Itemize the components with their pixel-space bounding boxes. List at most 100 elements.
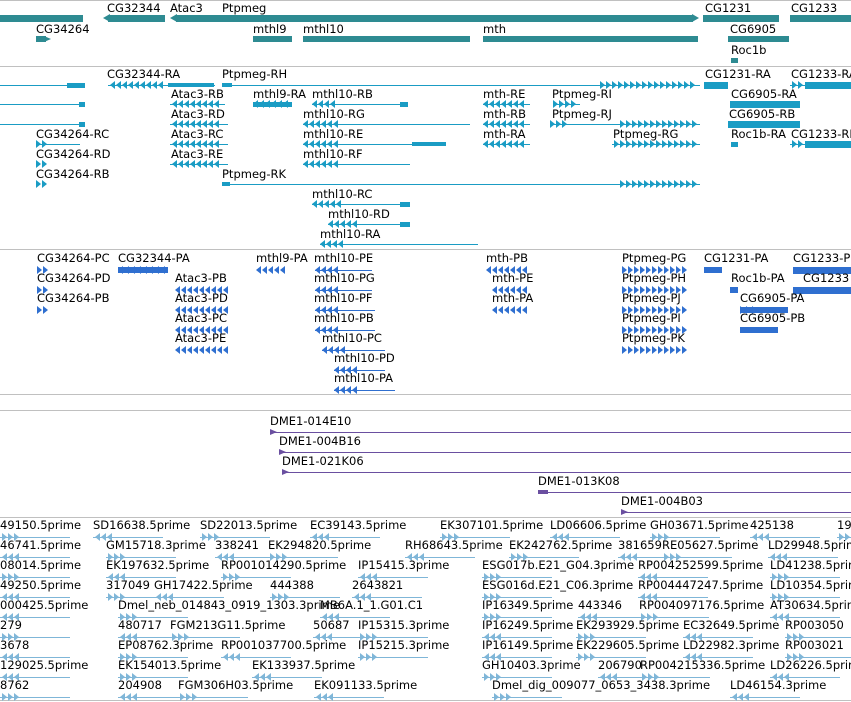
est-line[interactable] <box>578 617 648 618</box>
est-line[interactable] <box>482 617 552 618</box>
est-label[interactable]: EK293929.5prime <box>576 618 680 632</box>
feature-bar[interactable] <box>728 120 800 128</box>
feature-bar[interactable] <box>704 267 722 273</box>
est-line[interactable] <box>358 637 428 638</box>
feature-label[interactable]: Atac3-RD <box>171 107 225 121</box>
est-line[interactable] <box>118 677 188 678</box>
est-line[interactable] <box>440 537 510 538</box>
feature-label[interactable]: DME1-004B16 <box>279 434 361 448</box>
est-line[interactable] <box>785 637 851 638</box>
est-line[interactable] <box>221 657 291 658</box>
est-label[interactable]: IP16149.5prime <box>482 638 574 652</box>
est-label[interactable]: GH17422.5prime <box>154 578 253 592</box>
est-line[interactable] <box>0 537 70 538</box>
est-line[interactable] <box>118 637 188 638</box>
intron-line[interactable] <box>303 124 470 125</box>
est-label[interactable]: 08014.5prime <box>0 558 82 572</box>
est-label[interactable]: LD06606.5prime <box>550 518 647 532</box>
est-label[interactable]: RP003021 <box>785 638 844 652</box>
est-label[interactable]: SD22013.5prime <box>200 518 298 532</box>
feature-label[interactable]: Ptpmeg-RG <box>613 127 679 141</box>
feature-label[interactable]: Atac3-RB <box>171 87 224 101</box>
est-label[interactable]: RP004447247.5prime <box>638 578 764 592</box>
est-line[interactable] <box>550 537 620 538</box>
gene-bar[interactable] <box>703 14 779 22</box>
est-line[interactable] <box>170 637 240 638</box>
est-label[interactable]: IP15415.3prime <box>358 558 450 572</box>
est-label[interactable]: 50687 <box>313 618 350 632</box>
est-line[interactable] <box>770 597 840 598</box>
gene-bar[interactable] <box>303 36 470 42</box>
est-label[interactable]: RP001014290.5prime <box>221 558 347 572</box>
est-label[interactable]: 279 <box>0 618 22 632</box>
est-line[interactable] <box>639 617 709 618</box>
feature-label[interactable]: mthl10-RE <box>303 127 364 141</box>
feature-bar[interactable] <box>704 81 728 89</box>
est-line[interactable] <box>352 597 422 598</box>
est-line[interactable] <box>320 617 390 618</box>
intron-line[interactable] <box>320 244 478 245</box>
gene-bar[interactable] <box>790 14 851 22</box>
feature-label[interactable]: mthl10-PF <box>314 291 373 305</box>
feature-label[interactable]: Ptpmeg-RJ <box>552 107 612 121</box>
est-label[interactable]: Dmel_neb_014843_0919_1303.3prime <box>118 598 340 612</box>
est-line[interactable] <box>268 557 338 558</box>
est-line[interactable] <box>768 557 838 558</box>
est-line[interactable] <box>0 577 70 578</box>
feature-label[interactable]: DME1-004B03 <box>621 494 703 508</box>
feature-label[interactable]: Ptpmeg-RH <box>222 67 288 81</box>
feature-label[interactable]: mthl10-RC <box>312 187 373 201</box>
feature-label[interactable]: CG6905-RB <box>729 107 796 121</box>
est-label[interactable]: 46741.5prime <box>0 538 82 552</box>
est-line[interactable] <box>178 697 248 698</box>
feature-label[interactable]: Atac3-PC <box>175 311 227 325</box>
est-label[interactable]: EK229605.5prime <box>576 638 680 652</box>
est-label[interactable]: MB6A.1_1.G01.C1 <box>320 598 424 612</box>
feature-bar[interactable] <box>730 287 738 293</box>
feature-bar[interactable] <box>731 141 738 147</box>
est-line[interactable] <box>576 637 646 638</box>
est-label[interactable]: IP15215.3prime <box>358 638 450 652</box>
est-label[interactable]: FGM306H03.5prime <box>178 678 294 692</box>
est-line[interactable] <box>509 557 579 558</box>
intron-line[interactable] <box>334 370 385 371</box>
est-label[interactable]: AT30634.5prime <box>770 598 851 612</box>
est-label[interactable]: Dmel_dig_009077_0653_3438.3prime <box>492 678 711 692</box>
intron-line[interactable] <box>483 124 530 125</box>
intron-line[interactable] <box>483 104 530 105</box>
feature-bar[interactable] <box>253 101 292 107</box>
feature-label[interactable]: mth-RE <box>483 87 526 101</box>
est-label[interactable]: EP08762.3prime <box>118 638 214 652</box>
feature-label[interactable]: DME1-021K06 <box>282 454 364 468</box>
est-line[interactable] <box>0 617 70 618</box>
est-label[interactable]: 338241 <box>215 538 259 552</box>
est-line[interactable] <box>482 637 552 638</box>
intron-line[interactable] <box>550 124 700 125</box>
est-label[interactable]: 381659 <box>618 538 662 552</box>
est-label[interactable]: 129025.5prime <box>0 658 89 672</box>
est-label[interactable]: IP16349.5prime <box>482 598 574 612</box>
est-line[interactable] <box>252 677 322 678</box>
est-label[interactable]: EK197632.5prime <box>106 558 210 572</box>
feature-label[interactable]: CG1231-PA <box>704 251 769 265</box>
est-line[interactable] <box>837 537 851 538</box>
est-line[interactable] <box>0 597 70 598</box>
est-label[interactable]: GH10403.3prime <box>482 658 581 672</box>
est-label[interactable]: 443346 <box>578 598 622 612</box>
est-line[interactable] <box>683 657 753 658</box>
est-label[interactable]: RP003050 <box>785 618 844 632</box>
est-line[interactable] <box>106 577 176 578</box>
est-line[interactable] <box>482 577 552 578</box>
feature-label[interactable]: mthl10-PE <box>314 251 374 265</box>
est-line[interactable] <box>118 657 188 658</box>
intron-line[interactable] <box>303 164 410 165</box>
intron-line[interactable] <box>315 270 372 271</box>
feature-bar[interactable] <box>400 221 410 227</box>
est-line[interactable] <box>640 677 710 678</box>
feature-bar[interactable] <box>222 182 230 186</box>
feature-label[interactable]: Ptpmeg <box>222 1 267 15</box>
intron-line[interactable] <box>0 124 85 125</box>
est-label[interactable]: 206790 <box>598 658 642 672</box>
est-line[interactable] <box>106 597 176 598</box>
est-label[interactable]: RH68643.5prime <box>405 538 503 552</box>
